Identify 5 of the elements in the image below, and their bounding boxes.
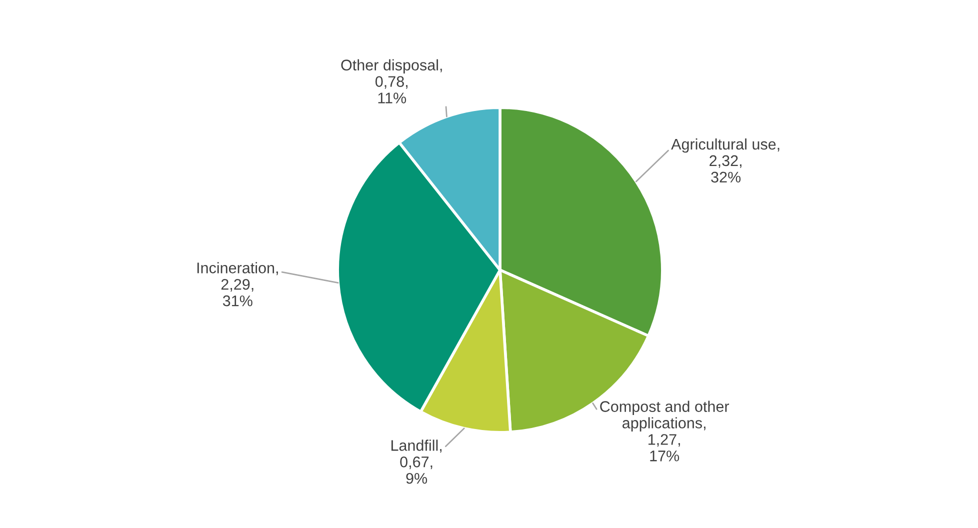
slice-label: Other disposal, 0,78, 11% <box>341 59 442 104</box>
slice-label: Incineration, 2,29, 31% <box>197 262 278 306</box>
slice-label: Agricultural use, 2,32, 32% <box>671 138 780 183</box>
slice-label: Compost and other applications, 1,27, 17% <box>600 400 730 462</box>
slice-label: Landfill, 0,67, 9% <box>391 440 442 484</box>
